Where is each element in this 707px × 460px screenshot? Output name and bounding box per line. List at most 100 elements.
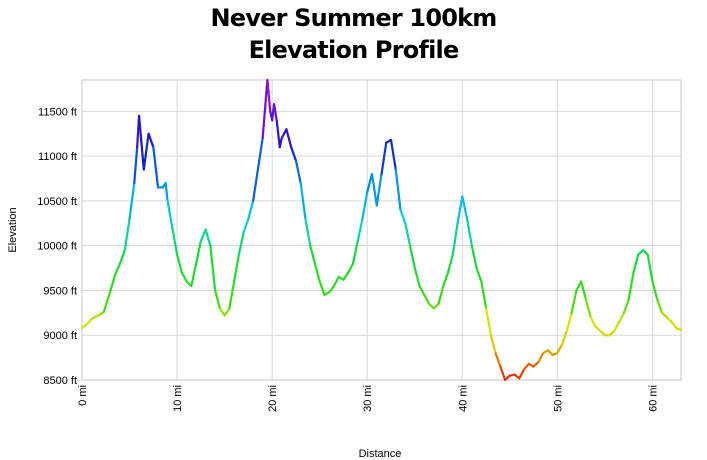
line-segment [451,222,459,256]
line-segment [247,199,255,220]
plot-border [81,79,682,381]
line-segment [214,289,221,310]
line-segment [266,78,272,113]
line-segment [280,128,288,140]
line-segment [128,181,136,220]
line-segment [408,244,416,270]
line-segment [651,280,659,301]
line-segment [351,240,359,265]
line-segment [152,146,160,189]
line-segment [589,316,597,328]
line-segment [423,293,431,305]
line-segment [118,249,126,265]
line-segment [175,253,183,274]
elevation-line [80,78,683,382]
line-segment [180,271,188,283]
line-segment [618,311,626,323]
line-segment [242,217,250,234]
line-segment [413,266,421,288]
line-segment [389,138,397,171]
chart-title-line-2: Elevation Profile [248,36,460,64]
x-axis-ticks: 0 mi 10 mi 20 mi 30 mi 40 mi 50 mi 60 mi [77,385,659,412]
line-segment [465,217,473,247]
y-tick-label: 11000 ft [38,151,77,163]
line-segment [394,168,402,211]
line-segment [332,275,340,288]
line-segment [361,190,369,220]
line-segment [223,307,231,317]
line-segment [123,217,131,252]
line-segment [299,181,307,220]
line-segment [204,228,212,247]
line-segment [670,320,678,330]
line-segment [470,244,478,270]
line-segment [537,352,545,364]
line-segment [90,312,103,321]
y-tick-label: 9500 ft [43,285,77,297]
line-segment [309,244,317,265]
line-segment [85,318,93,326]
line-segment [404,222,412,247]
line-segment [556,343,564,355]
line-segment [613,320,621,332]
line-segment [561,329,569,346]
line-segment [218,307,226,317]
line-segment [499,365,507,382]
line-segment [261,78,269,140]
x-tick-label: 40 mi [457,385,469,412]
line-segment [484,307,492,337]
line-segment [356,217,364,243]
line-segment [190,262,198,288]
line-segment [580,280,588,301]
line-segment [565,311,573,332]
line-segment [275,120,281,149]
x-tick-label: 10 mi [172,385,184,412]
y-tick-label: 11500 ft [38,106,77,118]
line-segment [675,326,683,331]
line-segment [375,172,383,207]
line-segment [142,132,150,171]
line-segment [575,280,583,292]
line-segment [294,159,302,185]
line-segment [233,253,240,283]
line-segment [370,172,378,207]
line-segment [494,352,502,368]
x-axis-label: Distance [359,448,402,460]
line-segment [285,128,293,149]
line-segment [646,253,654,283]
line-segment [102,289,112,314]
line-segment [209,244,217,292]
line-segment [437,284,445,305]
chart-title-line-1: Never Summer 100km [210,4,498,32]
line-segment [347,262,355,274]
line-segment [489,334,497,355]
line-segment [147,132,155,149]
plot-frame [81,79,682,381]
line-segment [518,368,526,380]
line-segment [442,271,450,288]
line-segment [627,271,635,301]
line-segment [456,195,464,225]
x-tick-label: 50 mi [552,385,564,412]
line-segment [380,141,388,176]
line-segment [318,280,326,297]
line-segment [446,253,454,274]
line-segment [523,362,530,371]
line-segment [632,253,640,274]
line-segment [164,181,169,202]
line-segment [475,266,483,283]
line-segment [461,195,469,220]
line-segment [366,172,374,194]
line-segment [342,271,350,281]
x-tick-label: 20 mi [267,385,279,412]
line-segment [622,298,630,314]
line-segment [304,217,312,247]
line-segment [272,103,279,124]
line-segment [137,114,145,171]
line-segment [166,199,174,229]
y-axis-label: Elevation [7,207,19,252]
y-tick-label: 10500 ft [37,196,77,208]
line-segment [278,137,283,149]
x-tick-label: 60 mi [647,385,659,412]
line-segment [399,208,407,225]
